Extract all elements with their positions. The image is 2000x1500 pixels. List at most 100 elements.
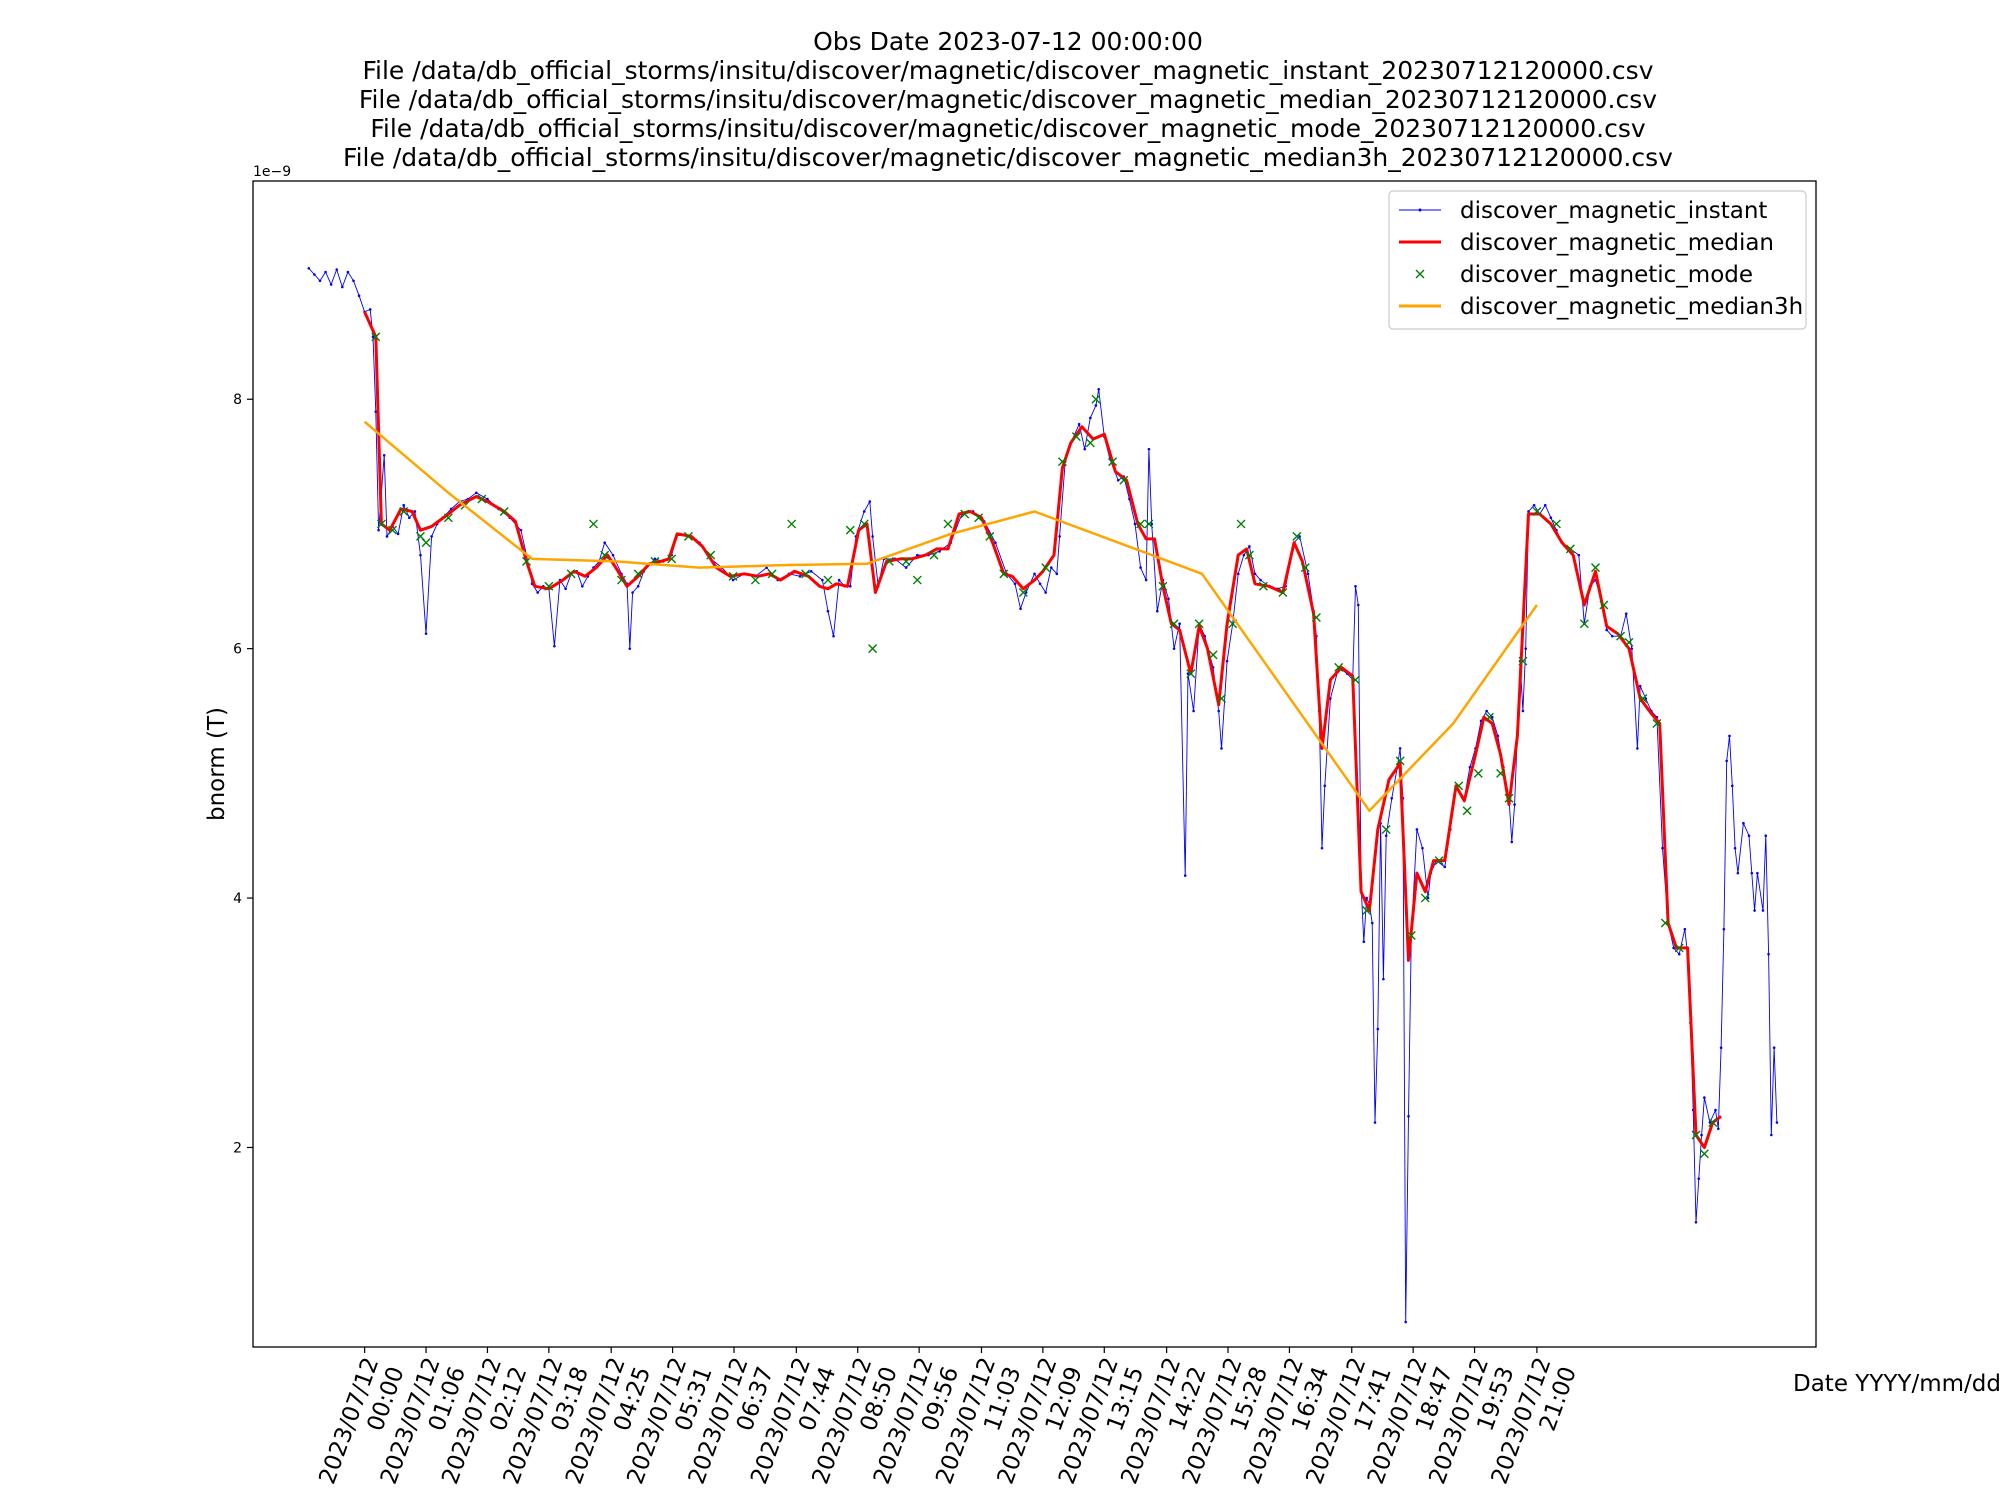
data-point [1083, 447, 1087, 451]
data-point [862, 510, 866, 513]
data-point [1356, 603, 1360, 607]
data-point [1694, 1220, 1698, 1224]
data-point [1770, 1133, 1773, 1137]
mode-marker [388, 525, 398, 535]
mode-marker [1208, 650, 1218, 660]
data-point [1722, 927, 1726, 931]
data-point [1767, 952, 1770, 956]
data-point [1510, 840, 1514, 844]
data-point [1186, 672, 1190, 675]
legend-label-discover_magnetic_median: discover_magnetic_median [1460, 230, 1774, 256]
data-point [1524, 647, 1528, 650]
mode-marker [1085, 438, 1095, 448]
data-point [324, 270, 327, 274]
data-point [1527, 510, 1530, 513]
legend-box [1388, 190, 1807, 330]
data-point [1468, 765, 1472, 769]
mode-marker [477, 494, 487, 504]
mode-marker [1144, 519, 1154, 529]
mode-marker [1278, 588, 1288, 598]
data-point [419, 553, 422, 557]
mode-marker [1454, 781, 1464, 791]
data-point [1426, 896, 1430, 900]
data-point [1672, 946, 1675, 950]
y-axis: 2 4 6 8 [233, 392, 253, 1156]
y-axis-label: bnorm (T) [204, 707, 230, 821]
data-point [1708, 1121, 1712, 1124]
data-point [1248, 545, 1251, 548]
legend-label-discover_magnetic_mode: discover_magnetic_mode [1460, 262, 1753, 288]
data-point [636, 584, 640, 588]
plot-area [252, 180, 1817, 1348]
data-point [1719, 1046, 1723, 1050]
data-point [352, 279, 355, 283]
data-point [1116, 478, 1120, 482]
legend-item-discover_magnetic_median: discover_magnetic_median [1399, 230, 1774, 256]
data-point [1225, 659, 1229, 663]
data-point [1376, 1027, 1380, 1031]
data-point [1259, 578, 1262, 582]
mode-marker [600, 550, 610, 560]
mode-marker [633, 569, 643, 579]
mode-marker [1504, 793, 1514, 803]
legend-dot [1418, 208, 1422, 212]
data-point [408, 516, 411, 520]
data-point [1733, 846, 1737, 850]
data-point [1038, 582, 1042, 586]
mode-marker [823, 575, 833, 585]
mode-marker [943, 519, 953, 529]
data-point [371, 335, 375, 339]
mode-marker [1292, 531, 1302, 541]
data-point [1382, 977, 1385, 981]
title-line-3: File /data/db_official_storms/insitu/dis… [370, 114, 1646, 143]
data-point [1384, 834, 1388, 838]
data-point [1697, 1177, 1701, 1180]
data-point [628, 647, 632, 650]
data-point [1736, 871, 1740, 875]
mode-marker [499, 506, 509, 516]
data-point [1549, 516, 1553, 520]
y-tick-label-2: 6 [233, 642, 242, 658]
data-point [396, 532, 400, 536]
data-point [1323, 784, 1327, 788]
series-line-discover_magnetic_median3h [363, 420, 1538, 813]
mode-marker [522, 556, 532, 566]
mode-marker [1158, 581, 1168, 591]
data-point [1714, 1108, 1717, 1112]
mode-marker [376, 519, 386, 529]
data-point [1407, 1114, 1410, 1118]
mode-marker [859, 519, 869, 529]
data-point [1764, 834, 1768, 838]
data-point [341, 285, 344, 289]
mode-marker [1334, 662, 1344, 672]
mode-marker [1616, 631, 1626, 641]
data-point [1521, 709, 1525, 713]
data-point [848, 584, 852, 588]
mode-marker [1624, 637, 1634, 647]
data-point [1298, 535, 1301, 538]
mode-marker [1565, 544, 1575, 554]
data-point [1415, 828, 1419, 831]
data-point [1398, 747, 1402, 750]
data-point [374, 410, 378, 414]
x-axis: 2023/07/1200:002023/07/1201:062023/07/12… [315, 1347, 1582, 1488]
data-point [1354, 584, 1357, 588]
mode-marker [901, 556, 911, 566]
data-point [1747, 834, 1751, 838]
data-point [1150, 522, 1154, 526]
mode-marker [1660, 918, 1670, 928]
legend-label-discover_magnetic_instant: discover_magnetic_instant [1460, 198, 1767, 224]
data-point [1362, 940, 1366, 944]
data-point [474, 491, 478, 495]
x-axis-label: Date YYYY/mm/dd [1793, 1371, 2000, 1397]
mode-marker [801, 569, 811, 579]
data-point [1577, 553, 1581, 557]
data-point [1253, 572, 1257, 576]
data-point [377, 528, 380, 532]
mode-marker [616, 575, 626, 585]
data-point [1183, 874, 1187, 877]
mode-marker [1057, 457, 1067, 467]
mode-marker [985, 531, 995, 541]
data-point [1329, 697, 1332, 700]
